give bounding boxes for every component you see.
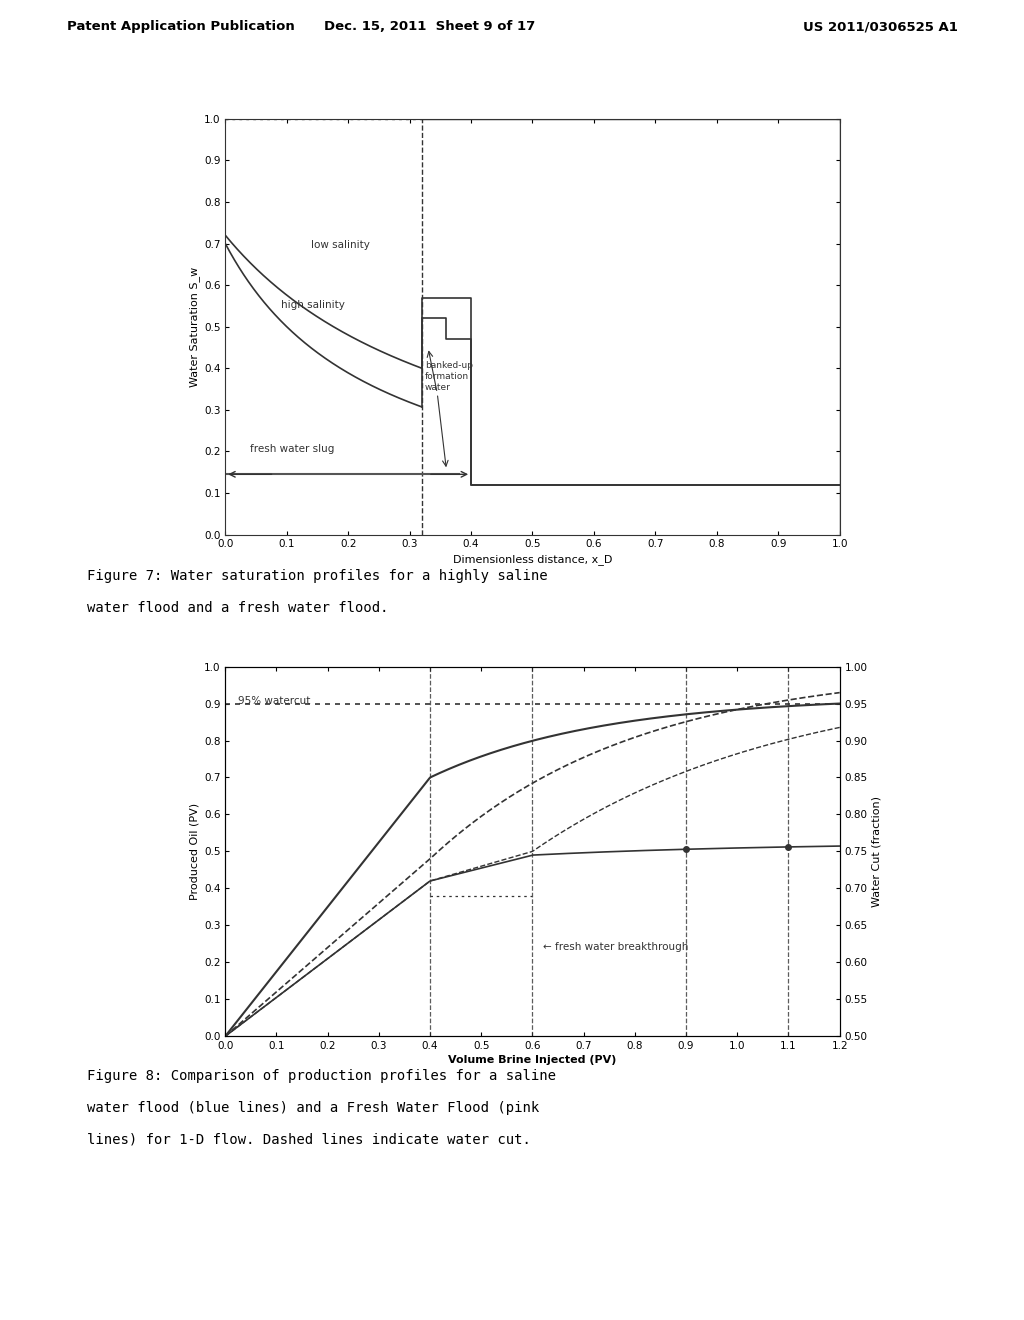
Text: banked-up
formation
water: banked-up formation water xyxy=(425,360,473,392)
Text: 95% watercut: 95% watercut xyxy=(238,696,310,706)
Text: lines) for 1-D flow. Dashed lines indicate water cut.: lines) for 1-D flow. Dashed lines indica… xyxy=(87,1133,530,1147)
Text: Figure 7: Water saturation profiles for a highly saline: Figure 7: Water saturation profiles for … xyxy=(87,569,548,583)
Text: ← fresh water breakthrough: ← fresh water breakthrough xyxy=(543,942,688,953)
Text: Dec. 15, 2011  Sheet 9 of 17: Dec. 15, 2011 Sheet 9 of 17 xyxy=(325,20,536,33)
X-axis label: Dimensionless distance, x_D: Dimensionless distance, x_D xyxy=(453,553,612,565)
Text: low salinity: low salinity xyxy=(311,240,370,249)
Text: water flood (blue lines) and a Fresh Water Flood (pink: water flood (blue lines) and a Fresh Wat… xyxy=(87,1101,540,1115)
Y-axis label: Water Saturation S_w: Water Saturation S_w xyxy=(188,267,200,387)
Y-axis label: Water Cut (fraction): Water Cut (fraction) xyxy=(871,796,882,907)
Text: fresh water slug: fresh water slug xyxy=(250,444,334,454)
Text: water flood and a fresh water flood.: water flood and a fresh water flood. xyxy=(87,601,388,615)
Y-axis label: Produced Oil (PV): Produced Oil (PV) xyxy=(189,803,200,900)
Text: Patent Application Publication: Patent Application Publication xyxy=(67,20,294,33)
Text: high salinity: high salinity xyxy=(281,300,344,310)
Text: US 2011/0306525 A1: US 2011/0306525 A1 xyxy=(803,20,957,33)
X-axis label: Volume Brine Injected (PV): Volume Brine Injected (PV) xyxy=(449,1055,616,1065)
Text: Figure 8: Comparison of production profiles for a saline: Figure 8: Comparison of production profi… xyxy=(87,1069,556,1084)
